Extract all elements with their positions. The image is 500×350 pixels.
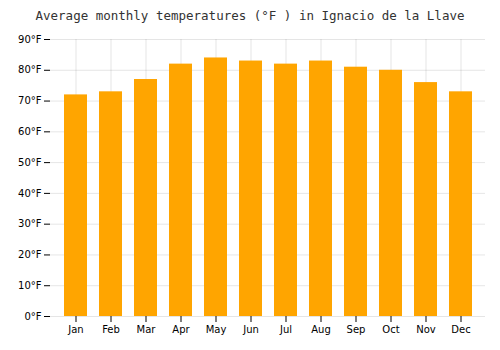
svg-text:Mar: Mar (137, 324, 157, 335)
svg-text:50°F: 50°F (18, 157, 42, 168)
svg-text:70°F: 70°F (18, 95, 42, 106)
svg-text:80°F: 80°F (18, 64, 42, 75)
svg-text:May: May (206, 324, 227, 335)
svg-text:Oct: Oct (382, 324, 399, 335)
svg-text:Jul: Jul (279, 324, 292, 335)
svg-text:Sep: Sep (347, 324, 366, 335)
html-text:Average monthly temperatures (: Average monthly temperatures (°F ) in Ig… (35, 8, 465, 23)
svg-text:Jan: Jan (67, 324, 83, 335)
svg-text:60°F: 60°F (18, 126, 42, 137)
svg-text:10°F: 10°F (18, 280, 42, 291)
svg-text:90°F: 90°F (18, 34, 42, 45)
svg-text:40°F: 40°F (18, 188, 42, 199)
svg-text:Jun: Jun (242, 324, 259, 335)
svg-text:0°F: 0°F (24, 311, 41, 322)
svg-text:Dec: Dec (451, 324, 470, 335)
svg-text:30°F: 30°F (18, 218, 42, 229)
svg-text:Aug: Aug (311, 324, 331, 335)
svg-text:Apr: Apr (172, 324, 190, 335)
svg-text:20°F: 20°F (18, 249, 42, 260)
svg-text:Feb: Feb (102, 324, 120, 335)
svg-text:Nov: Nov (416, 324, 436, 335)
